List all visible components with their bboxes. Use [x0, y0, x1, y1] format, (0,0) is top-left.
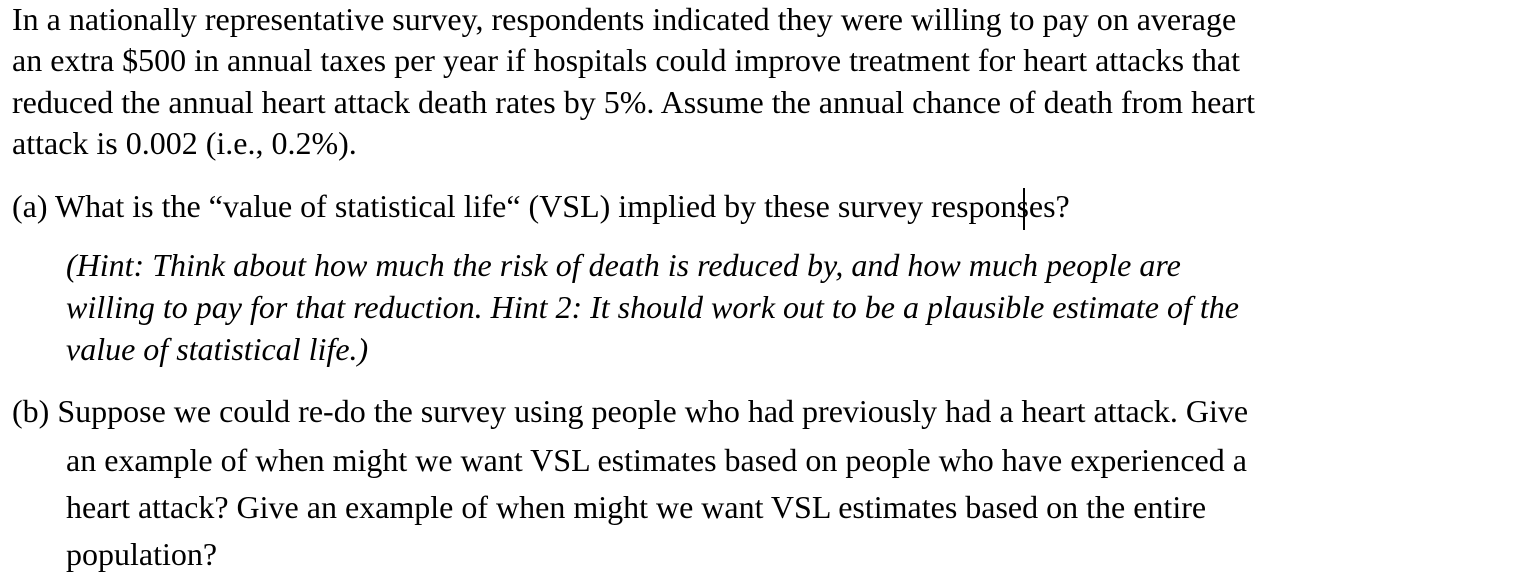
part-a-question: (a) What is the “value of statistical li… — [12, 188, 1070, 224]
intro-line-4: attack is 0.002 (i.e., 0.2%). — [12, 125, 357, 161]
intro-line-1: In a nationally representative survey, r… — [12, 1, 1237, 37]
text-cursor — [1023, 188, 1025, 230]
intro-line-3: reduced the annual heart attack death ra… — [12, 84, 1256, 120]
intro-line-2: an extra $500 in annual taxes per year i… — [12, 42, 1240, 78]
part-b-line-4: population? — [66, 536, 218, 572]
part-b-line-2: an example of when might we want VSL est… — [66, 442, 1247, 478]
part-b-line-1: (b) Suppose we could re-do the survey us… — [12, 393, 1249, 429]
part-a-hint-line-1: (Hint: Think about how much the risk of … — [66, 247, 1181, 283]
part-a-hint-line-2: willing to pay for that reduction. Hint … — [66, 289, 1239, 325]
part-a-hint-line-3: value of statistical life.) — [66, 331, 369, 367]
part-b-line-3: heart attack? Give an example of when mi… — [66, 489, 1207, 525]
